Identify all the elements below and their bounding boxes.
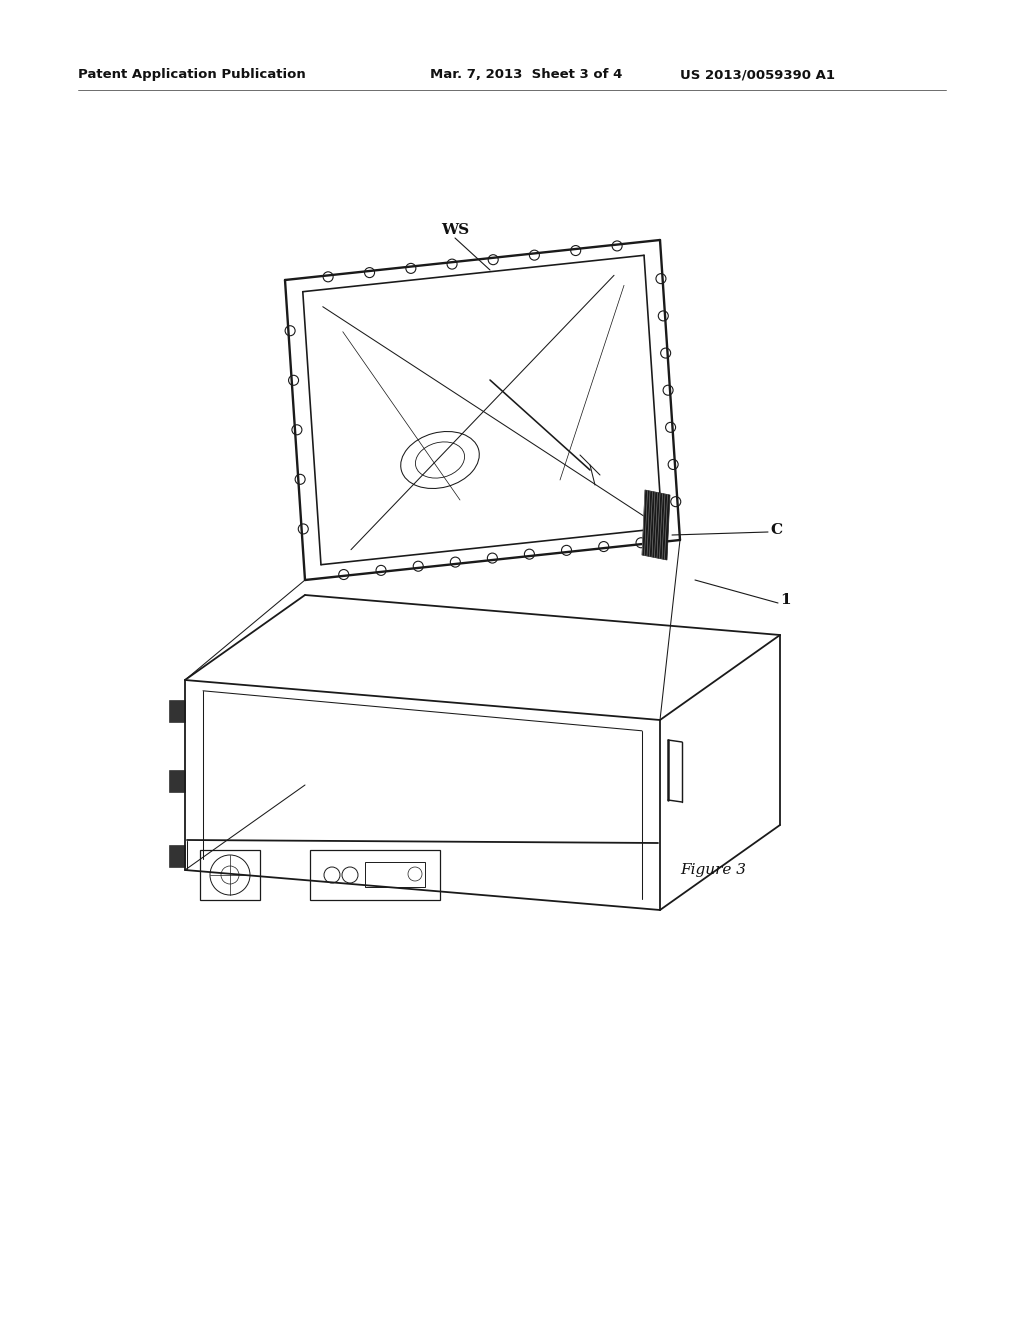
Bar bbox=[365, 862, 425, 887]
Bar bbox=[200, 850, 260, 900]
Bar bbox=[169, 845, 185, 867]
Bar bbox=[169, 770, 185, 792]
Text: Patent Application Publication: Patent Application Publication bbox=[78, 69, 306, 81]
Bar bbox=[310, 850, 440, 900]
Text: WS: WS bbox=[441, 223, 469, 238]
Text: C: C bbox=[770, 523, 782, 537]
Polygon shape bbox=[642, 490, 670, 560]
Text: Figure 3: Figure 3 bbox=[680, 863, 746, 876]
Text: US 2013/0059390 A1: US 2013/0059390 A1 bbox=[680, 69, 835, 81]
Bar bbox=[169, 700, 185, 722]
Text: Mar. 7, 2013  Sheet 3 of 4: Mar. 7, 2013 Sheet 3 of 4 bbox=[430, 69, 623, 81]
Text: 1: 1 bbox=[780, 593, 791, 607]
